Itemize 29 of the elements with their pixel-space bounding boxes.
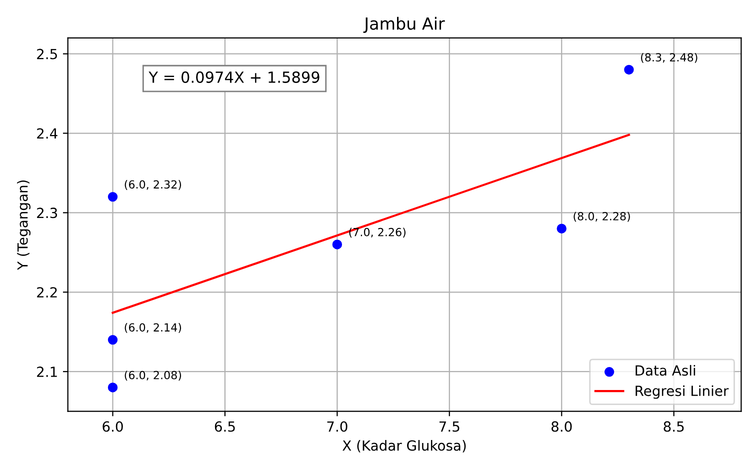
annotation: (6.0, 2.14) <box>124 323 182 333</box>
x-tick-label: 6.5 <box>214 421 235 432</box>
y-axis-title: Y (Tegangan) <box>17 180 30 270</box>
annotation: Y = 0.0974X + 1.5899 <box>148 71 320 83</box>
x-axis-title: X (Kadar Glukosa) <box>342 440 466 452</box>
y-tick-label: 2.2 <box>37 287 57 298</box>
chart-title: Jambu Air <box>363 16 445 33</box>
annotation: (7.0, 2.26) <box>349 228 406 238</box>
point <box>332 240 342 250</box>
x-tick-label: 7.5 <box>440 421 460 432</box>
x-tick-label: 8.5 <box>664 421 684 432</box>
legend-label: Data Asli <box>636 364 696 376</box>
annotation: (6.0, 2.32) <box>124 180 182 190</box>
annotation: (8.3, 2.48) <box>641 52 698 63</box>
annotation: (8.0, 2.28) <box>574 212 630 222</box>
point <box>108 382 118 392</box>
point <box>108 334 118 345</box>
x-tick-label: 6.0 <box>102 421 123 432</box>
y-tick-label: 2.5 <box>37 48 57 60</box>
point <box>108 192 118 202</box>
point <box>624 64 634 75</box>
legend-label: Regresi Linier <box>636 385 729 399</box>
annotation: (6.0, 2.08) <box>124 370 182 381</box>
x-tick-label: 8.0 <box>552 421 572 432</box>
y-tick-label: 2.4 <box>37 128 58 139</box>
y-tick-label: 2.1 <box>37 366 57 377</box>
x-tick-label: 7.0 <box>327 421 348 432</box>
y-tick-label: 2.3 <box>37 208 58 218</box>
point <box>556 224 566 234</box>
